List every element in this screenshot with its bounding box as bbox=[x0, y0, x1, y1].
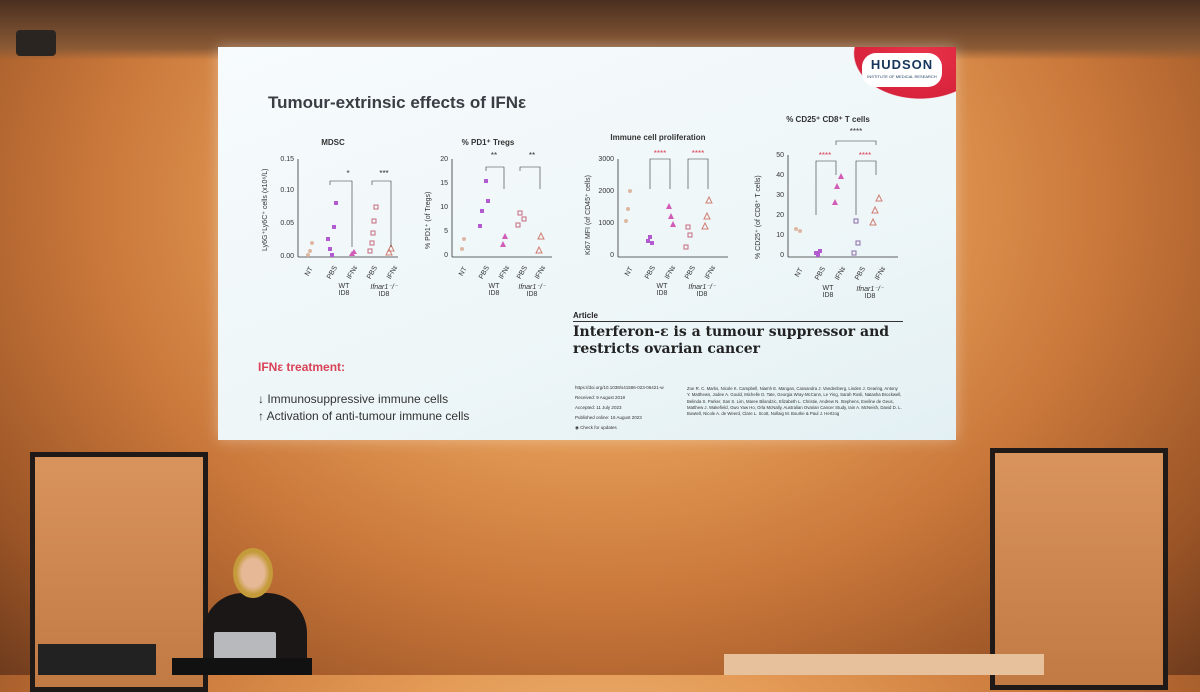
y-tick: 0 bbox=[610, 252, 614, 259]
group-label: Ifnar1⁻/⁻ ID8 bbox=[362, 283, 406, 298]
podium bbox=[172, 658, 312, 675]
y-tick: 1000 bbox=[598, 220, 614, 227]
article-doi: https://doi.org/10.1038/s41586-023-06421… bbox=[575, 385, 664, 390]
y-tick: 10 bbox=[440, 204, 448, 211]
check-updates-icon: ◉ bbox=[575, 425, 581, 430]
group-name: WT bbox=[822, 285, 834, 292]
group-sub: ID8 bbox=[338, 290, 350, 297]
y-tick: 3000 bbox=[598, 156, 614, 163]
significance-1: **** bbox=[653, 149, 667, 158]
treatment-heading: IFNε treatment: bbox=[258, 360, 346, 374]
pd1-plot bbox=[451, 159, 552, 258]
group-name: Ifnar1⁻/⁻ bbox=[856, 286, 884, 293]
y-tick: 0 bbox=[780, 252, 784, 259]
significance-top: **** bbox=[849, 127, 863, 136]
y-tick: 15 bbox=[440, 180, 448, 187]
panel-title: MDSC bbox=[321, 138, 345, 147]
group-sub: ID8 bbox=[378, 291, 390, 298]
group-name: Ifnar1⁻/⁻ bbox=[370, 284, 398, 291]
group-label: WT ID8 bbox=[324, 283, 364, 297]
ceiling-camera bbox=[16, 30, 56, 56]
group-label: Ifnar1⁻/⁻ ID8 bbox=[848, 285, 892, 300]
significance-2: *** bbox=[379, 169, 389, 178]
article-tag: Article bbox=[573, 311, 903, 322]
article-title: Interferon-ε is a tumour suppressor and … bbox=[573, 324, 890, 357]
panel-cd25: % CD25⁺ CD8⁺ T cells % CD25⁺ (of CD8⁺ T … bbox=[748, 115, 908, 305]
group-sub: ID8 bbox=[864, 293, 876, 300]
group-name: Ifnar1⁻/⁻ bbox=[518, 284, 546, 291]
slide-title: Tumour-extrinsic effects of IFNε bbox=[268, 93, 527, 112]
significance-1: * bbox=[346, 169, 350, 178]
significance-2: ** bbox=[528, 151, 536, 160]
proliferation-plot bbox=[617, 158, 728, 258]
group-label: Ifnar1⁻/⁻ ID8 bbox=[510, 283, 554, 298]
panel-pd1-tregs: % PD1⁺ Tregs % PD1⁺ (of Tregs) ** ** 20 … bbox=[418, 129, 558, 299]
article-received: Received: 9 August 2018 bbox=[575, 395, 626, 400]
laptop bbox=[214, 632, 276, 660]
y-tick: 0.15 bbox=[280, 156, 294, 163]
hudson-logo: HUDSON INSTITUTE OF MEDICAL RESEARCH bbox=[862, 53, 942, 87]
y-tick: 20 bbox=[776, 212, 784, 219]
presenter-head bbox=[233, 548, 273, 598]
y-tick: 40 bbox=[776, 172, 784, 179]
significance-2: **** bbox=[858, 151, 872, 160]
group-name: WT bbox=[338, 283, 350, 290]
group-sub: ID8 bbox=[488, 290, 500, 297]
article-published: Published online: 16 August 2023 bbox=[575, 415, 642, 420]
check-updates: ◉ Check for updates bbox=[575, 425, 617, 431]
panel-mdsc: MDSC Ly6G⁺Ly6C⁺ cells (x10⁶/L) * *** 0.1… bbox=[258, 129, 408, 299]
check-updates-label: Check for updates bbox=[580, 425, 617, 430]
article-authors: Zoe R. C. Marks, Nicole K. Campbell, Nia… bbox=[687, 386, 902, 417]
group-sub: ID8 bbox=[822, 292, 834, 299]
significance-1: ** bbox=[490, 151, 498, 160]
logo-subtitle: INSTITUTE OF MEDICAL RESEARCH bbox=[867, 74, 937, 79]
cd25-plot bbox=[787, 140, 898, 258]
y-tick: 0 bbox=[444, 252, 448, 259]
group-name: WT bbox=[488, 283, 500, 290]
panel-title: % CD25⁺ CD8⁺ T cells bbox=[786, 115, 870, 124]
y-tick: 20 bbox=[440, 156, 448, 163]
desk bbox=[724, 654, 1044, 675]
projected-slide: HUDSON INSTITUTE OF MEDICAL RESEARCH Tum… bbox=[218, 47, 956, 440]
group-sub: ID8 bbox=[656, 290, 668, 297]
y-tick: 2000 bbox=[598, 188, 614, 195]
y-tick: 10 bbox=[776, 232, 784, 239]
panel-title: Immune cell proliferation bbox=[610, 133, 706, 142]
panel-title: % PD1⁺ Tregs bbox=[461, 138, 515, 147]
treatment-line-up: ↑ Activation of anti-tumour immune cells bbox=[258, 409, 470, 423]
y-tick: 30 bbox=[776, 192, 784, 199]
significance-1: **** bbox=[818, 151, 832, 160]
y-tick: 50 bbox=[776, 152, 784, 159]
group-label: WT ID8 bbox=[474, 283, 514, 297]
monitor bbox=[38, 644, 156, 675]
group-label: WT ID8 bbox=[808, 285, 848, 299]
group-name: WT bbox=[656, 283, 668, 290]
group-label: WT ID8 bbox=[642, 283, 682, 297]
group-name: Ifnar1⁻/⁻ bbox=[688, 284, 716, 291]
significance-2: **** bbox=[691, 149, 705, 158]
group-label: Ifnar1⁻/⁻ ID8 bbox=[680, 283, 724, 298]
y-tick: 0.10 bbox=[280, 187, 294, 194]
article-excerpt: Article Interferon-ε is a tumour suppres… bbox=[573, 311, 903, 437]
y-tick: 0.05 bbox=[280, 220, 294, 227]
y-tick: 0.00 bbox=[280, 253, 294, 260]
treatment-line-down: ↓ Immunosuppressive immune cells bbox=[258, 392, 449, 406]
group-sub: ID8 bbox=[696, 291, 708, 298]
group-sub: ID8 bbox=[526, 291, 538, 298]
logo-name: HUDSON bbox=[870, 57, 934, 72]
panel-proliferation: Immune cell proliferation Ki67 MFI (of C… bbox=[578, 129, 738, 299]
article-accepted: Accepted: 11 July 2023 bbox=[575, 405, 622, 410]
y-tick: 5 bbox=[444, 228, 448, 235]
mdsc-plot bbox=[297, 159, 398, 258]
